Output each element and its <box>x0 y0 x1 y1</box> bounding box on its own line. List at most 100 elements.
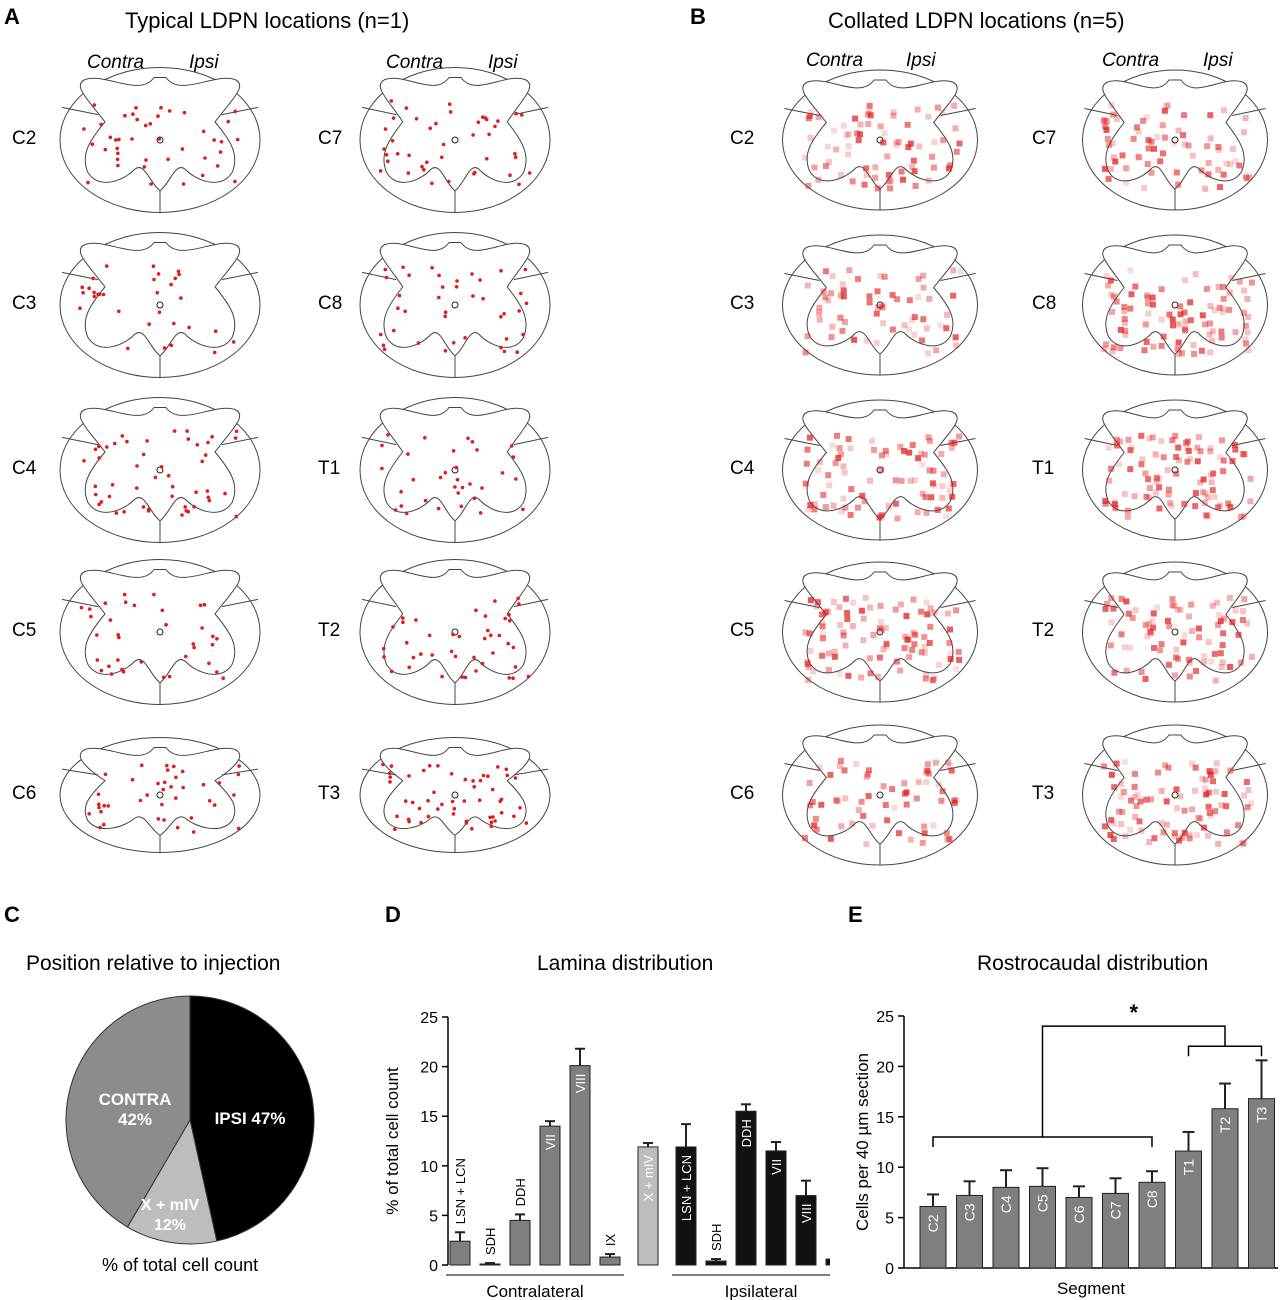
ldpn-density-cell <box>1127 826 1134 833</box>
ldpn-density-cell <box>878 466 885 473</box>
cord-a-c5 <box>59 559 261 705</box>
ldpn-density-cell <box>894 658 900 665</box>
ldpn-dot <box>200 173 205 178</box>
lateral-line <box>513 271 549 281</box>
panel-b-segment-label: C5 <box>730 620 755 641</box>
ldpn-dot <box>179 296 183 300</box>
ldpn-dot <box>517 309 521 313</box>
ldpn-density-cell <box>1200 476 1207 483</box>
ldpn-density-cell <box>822 163 829 169</box>
ldpn-density-cell <box>871 447 877 453</box>
panel-a-title: Typical LDPN locations (n=1) <box>125 8 410 33</box>
ldpn-density-cell <box>1180 639 1187 646</box>
ldpn-dot <box>156 272 161 276</box>
ldpn-density-cell <box>815 599 821 606</box>
ldpn-density-cell <box>838 757 844 764</box>
cord-b-c2 <box>782 69 978 211</box>
ldpn-dot <box>189 816 194 820</box>
ldpn-density-cell <box>1175 444 1182 451</box>
cord-b-c4 <box>782 399 978 541</box>
ldpn-density-cell <box>1247 475 1254 482</box>
ldpn-density-cell <box>1220 171 1227 178</box>
ldpn-dot <box>450 799 455 804</box>
ldpn-dot <box>218 150 223 154</box>
bar <box>1065 1196 1093 1269</box>
grey-matter-outline <box>79 407 241 522</box>
ldpn-density-cell <box>1158 788 1165 794</box>
ldpn-density-cell <box>925 113 932 120</box>
ldpn-density-cell <box>802 629 809 636</box>
ldpn-dot <box>174 796 178 800</box>
rostrocaudal-bar-chart: 0 5 10 15 20 25 Cells per 40 µm section C2 C3 C4 C… <box>853 1000 1278 1298</box>
ldpn-density-cell <box>804 333 811 340</box>
ldpn-density-cell <box>1121 315 1128 322</box>
ldpn-density-cell <box>891 804 898 811</box>
ldpn-density-cell <box>1211 650 1218 657</box>
bar-category-label: IX <box>829 1235 830 1248</box>
ldpn-density-cell <box>1207 135 1214 142</box>
ldpn-dot <box>166 157 170 162</box>
ldpn-dot <box>200 459 204 464</box>
bar <box>1211 1108 1239 1269</box>
ldpn-density-cell <box>915 778 922 785</box>
ldpn-density-cell <box>1142 470 1149 477</box>
ldpn-density-cell <box>1190 341 1197 348</box>
ldpn-density-cell <box>1176 457 1182 464</box>
ldpn-density-cell <box>1156 484 1163 491</box>
ldpn-density-cell <box>804 446 811 453</box>
ldpn-density-cell <box>1175 127 1182 134</box>
ldpn-density-cell <box>861 181 868 188</box>
ldpn-dot <box>489 824 494 828</box>
ldpn-density-cell <box>1192 764 1199 771</box>
ldpn-density-cell <box>886 178 893 185</box>
ldpn-density-cell <box>837 172 844 178</box>
ldpn-density-cell <box>1107 642 1114 649</box>
ldpn-dot <box>192 645 196 650</box>
ldpn-density-cell <box>953 607 960 614</box>
ldpn-density-cell <box>845 436 852 443</box>
ldpn-density-cell <box>833 797 840 804</box>
ldpn-dot <box>513 665 518 669</box>
ldpn-density-cell <box>1165 764 1172 771</box>
ldpn-density-cell <box>1197 479 1204 486</box>
ldpn-density-cell <box>865 771 871 778</box>
ldpn-density-cell <box>1122 327 1129 334</box>
ldpn-dot <box>167 109 172 113</box>
panel-e-title: Rostrocaudal distribution <box>977 952 1209 975</box>
ldpn-dot <box>174 775 178 780</box>
ldpn-density-cell <box>1209 487 1216 494</box>
ldpn-density-cell <box>1196 634 1203 641</box>
ldpn-dot <box>484 117 489 122</box>
ldpn-dot <box>487 132 491 137</box>
panel-a-segment-label: T2 <box>318 620 341 641</box>
bar <box>479 1263 501 1266</box>
ldpn-density-cell <box>811 822 818 829</box>
ldpn-dot <box>456 491 461 495</box>
ldpn-density-cell <box>921 451 928 458</box>
lateral-line <box>940 600 976 608</box>
ldpn-density-cell <box>926 640 933 646</box>
ldpn-density-cell <box>1205 639 1212 646</box>
bar-category-label: SDH <box>709 1224 724 1251</box>
bar <box>675 1146 697 1266</box>
ldpn-density-cell <box>952 334 959 341</box>
ldpn-dot <box>98 825 102 830</box>
grey-matter-outline <box>802 79 958 190</box>
cord-b-t3 <box>1082 724 1268 866</box>
ldpn-density-cell <box>1216 612 1223 618</box>
ldpn-density-cell <box>875 673 882 680</box>
ldpn-density-cell <box>1186 656 1193 663</box>
ldpn-density-cell <box>1240 840 1247 847</box>
ldpn-density-cell <box>1154 604 1161 611</box>
ldpn-density-cell <box>1148 169 1155 176</box>
ldpn-dot <box>472 496 477 501</box>
ldpn-density-cell <box>924 761 931 768</box>
ldpn-dot <box>513 155 518 160</box>
ldpn-density-cell <box>1122 331 1129 338</box>
ldpn-density-cell <box>1217 618 1224 625</box>
ldpn-dot <box>440 285 445 289</box>
ldpn-density-cell <box>1242 322 1249 329</box>
ldpn-density-cell <box>1238 659 1244 666</box>
pie-value-xmiv: 12% <box>154 1217 186 1234</box>
ldpn-density-cell <box>820 288 827 295</box>
